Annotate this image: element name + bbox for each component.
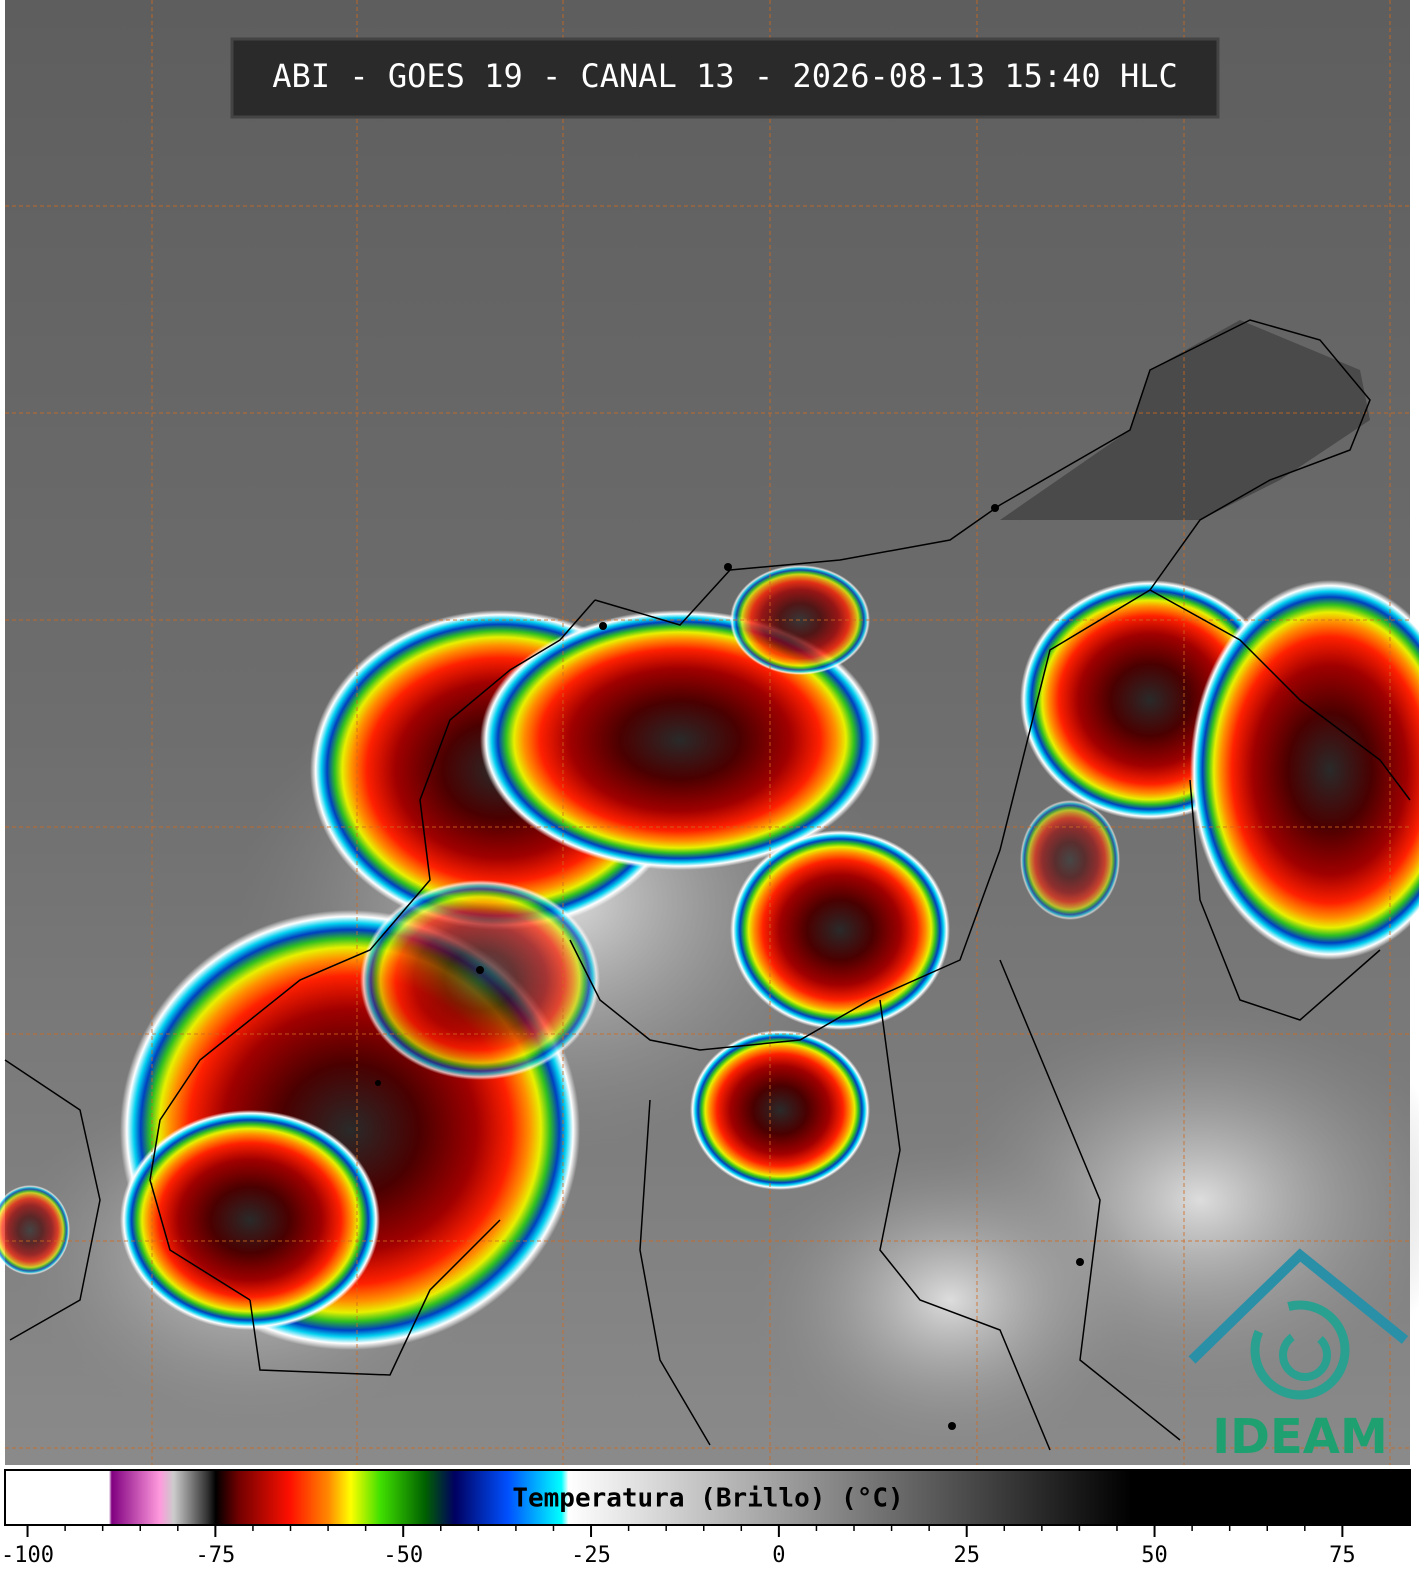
storms xyxy=(0,565,1419,1350)
logo: IDEAM xyxy=(1188,1248,1409,1465)
colorbar-tick-label: 75 xyxy=(1329,1543,1356,1568)
colorbar-tick-label: -50 xyxy=(383,1543,423,1568)
colorbar-label: Temperatura (Brillo) (°C) xyxy=(512,1484,903,1514)
colorbar-tick-label: 25 xyxy=(953,1543,980,1568)
cities xyxy=(375,504,1084,1430)
colorbar-tick-label: -100 xyxy=(1,1543,54,1568)
colorbar-tick-label: 0 xyxy=(772,1543,785,1568)
map-title: ABI - GOES 19 - CANAL 13 - 2026-08-13 15… xyxy=(272,57,1177,95)
colorbar-tick-label: -25 xyxy=(571,1543,611,1568)
land-peninsula xyxy=(1000,320,1370,520)
colorbar xyxy=(4,1469,1411,1526)
borders xyxy=(4,319,1411,1451)
grid xyxy=(5,0,1410,1465)
colorbar-tick-label: -75 xyxy=(195,1543,235,1568)
colorbar-tick-label: 50 xyxy=(1141,1543,1168,1568)
title-box xyxy=(230,37,1220,119)
logo-text: IDEAM xyxy=(1212,1409,1387,1465)
